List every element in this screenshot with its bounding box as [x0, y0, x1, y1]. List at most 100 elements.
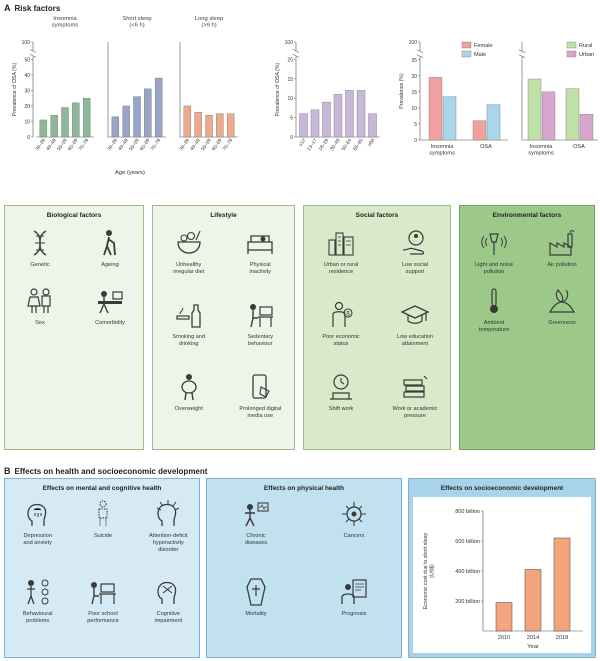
economic-xtick-label: 2014	[527, 635, 539, 641]
factor-item-label: Shift work	[328, 406, 354, 412]
economic-xlabel: Year	[527, 644, 539, 650]
effect-item: Poor school performance	[70, 577, 135, 625]
age-bar	[345, 90, 354, 138]
sleep-bar	[111, 116, 120, 138]
factor-item: Light and noise pollution	[458, 228, 530, 276]
effect-item: Cancers	[318, 499, 390, 540]
factor-item: Unhealthy irregular diet	[153, 228, 225, 276]
effect-item-label: Depression and anxiety	[23, 533, 52, 546]
sleep-bar	[216, 113, 224, 138]
dna-icon	[33, 230, 47, 256]
sleep-xtick-label: 70–79	[222, 137, 235, 152]
economic-xtick-label: 2010	[498, 635, 510, 641]
overweight-person-icon	[181, 374, 197, 401]
ageing-person-icon	[103, 230, 116, 256]
factor-item-label: Low social support	[401, 262, 429, 275]
age-bar	[333, 94, 343, 138]
cigarette-bottle-icon	[176, 304, 201, 328]
economic-bar	[524, 569, 542, 632]
sleep-bar	[194, 111, 202, 138]
sleep-bar	[61, 107, 69, 138]
age-chart-ylabel: Prevalence of OSA (%)	[275, 63, 281, 117]
factor-item: Air pollution	[526, 228, 598, 269]
prognosis-doctor-icon	[341, 579, 367, 604]
factor-item-label: Air pollution	[547, 262, 577, 268]
economic-ytick-label: 600 billion	[455, 539, 480, 545]
sleep-xtick-label: 70–79	[150, 137, 163, 152]
factor-item-label: Ageing	[101, 262, 119, 268]
residence-chart-xtick-label: OSA	[573, 144, 585, 150]
school-desk-icon	[90, 582, 116, 605]
sleep-bar	[205, 115, 213, 138]
factor-panel-title: Lifestyle	[210, 212, 237, 219]
sleep-chart-ylabel: Prevalence of OSA (%)	[12, 63, 18, 117]
adhd-head-icon	[157, 500, 180, 526]
factor-item-label: Greenness	[548, 320, 576, 326]
age-chart-ytick-label: 10	[287, 96, 293, 102]
factor-item: Sex	[4, 286, 76, 327]
effect-panel-title: Effects on socioeconomic development	[440, 485, 564, 492]
sleep-chart-ytick-label: 20	[24, 104, 30, 110]
sex-chart-ytick-label: 5	[414, 122, 417, 128]
age-chart-ytick-label: 0	[290, 135, 293, 141]
sex-chart-ylabel: Prevalence (%)	[399, 73, 405, 109]
factor-item-label: Poor economic status	[322, 334, 360, 347]
factor-panel-environmental-factors: Environmental factors Light and noise poll…	[459, 205, 595, 450]
residence-chart-legend-label: Rural	[579, 43, 592, 49]
effect-item: Mortality	[220, 577, 292, 618]
age-chart-ytick-label: 5	[290, 116, 293, 122]
light-noise-icon	[481, 233, 507, 255]
residence-chart-bar	[579, 114, 594, 141]
effect-item-label: Prognosis	[341, 611, 367, 617]
effect-item-label: Behavioural problems	[22, 611, 53, 624]
factor-panel-social-factors: Social factors Urban or rural residence Low…	[303, 205, 451, 450]
greenness-icon	[548, 289, 576, 313]
sex-chart-legend-label: Female	[474, 43, 493, 49]
factor-item-label: Prolonged digital media use	[239, 406, 282, 419]
residence-chart-legend-swatch	[566, 41, 577, 49]
sleep-bar	[226, 113, 235, 138]
sleep-bar	[183, 105, 192, 138]
age-bar	[356, 90, 366, 138]
factor-item: Greenness	[526, 286, 598, 327]
age-xtick-label: 18–29	[318, 137, 331, 152]
factor-item-label: Low education attainment	[396, 334, 434, 347]
effect-item: Cognitive impairment	[136, 577, 201, 625]
sleep-xtick-label: 40–49	[189, 137, 202, 152]
factor-item: Overweight	[153, 372, 225, 413]
sex-chart-xtick-label: OSA	[480, 144, 492, 150]
factor-item: Physical inactivity	[224, 228, 296, 276]
sex-chart-ytick-label: 10	[411, 106, 417, 112]
sleep-bar	[154, 77, 163, 138]
sleep-xtick-label: 30–39	[106, 137, 119, 152]
suicide-figure-icon	[98, 500, 108, 526]
sex-chart-legend-label: Male	[474, 52, 486, 58]
economic-ylabel: Economic cost due to short sleep(US$)	[423, 533, 436, 610]
residence-chart-xtick-label: Insomnia symptoms	[528, 144, 554, 157]
coffin-icon	[246, 578, 266, 606]
sleep-chart-ytick-label: 100	[22, 40, 31, 46]
factor-item-label: Comorbidity	[95, 320, 125, 326]
section-a-title: A Risk factors	[4, 3, 61, 13]
factor-item-label: Unhealthy irregular diet	[173, 262, 205, 275]
effect-item-label: Suicide	[93, 533, 113, 539]
factor-item-label: Smoking and drinking	[172, 334, 206, 347]
age-chart-ytick-label: 20	[287, 57, 293, 63]
money-person-icon: $	[332, 301, 353, 327]
sex-chart-legend-swatch	[461, 41, 472, 49]
sleep-xtick-label: 60–69	[211, 137, 224, 152]
sex-chart-axis-break-2	[416, 49, 424, 54]
sex-chart-legend-swatch	[461, 50, 472, 58]
sleep-bar	[144, 88, 152, 138]
factor-item: Work or academic pressure	[379, 372, 451, 420]
factor-panel-title: Environmental factors	[492, 212, 562, 219]
factor-item: Sedentary behaviour	[224, 300, 296, 348]
residence-chart-legend-label: Urban	[579, 52, 594, 58]
sleep-bar	[122, 105, 130, 138]
factor-item: Genetic	[4, 228, 76, 269]
sleep-chart-ytick-label: 40	[24, 73, 30, 79]
sex-chart-bar	[486, 104, 501, 141]
graduation-cap-icon	[400, 305, 430, 324]
economic-bar	[553, 537, 571, 632]
sleep-bar	[50, 115, 58, 138]
